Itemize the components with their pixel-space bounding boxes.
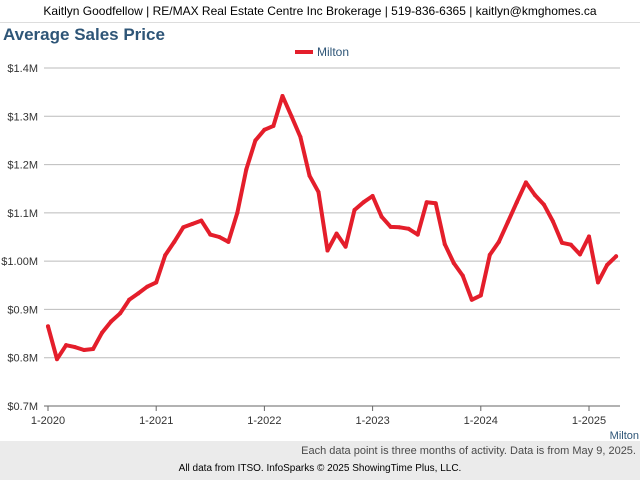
data-point <box>190 221 195 226</box>
data-point <box>541 202 546 207</box>
x-tick-label: 1-2025 <box>572 415 606 427</box>
legend-swatch-milton <box>295 50 313 54</box>
data-point <box>271 123 276 128</box>
data-point <box>54 357 59 362</box>
y-tick-label: $0.8M <box>7 353 38 365</box>
data-point <box>595 280 600 285</box>
data-point <box>424 200 429 205</box>
series-layer: Milton <box>46 94 639 442</box>
data-point <box>100 330 105 335</box>
data-point <box>226 239 231 244</box>
data-point <box>82 347 87 352</box>
data-point <box>352 207 357 212</box>
x-axis: 1-2020 1-2021 1-2022 1-2023 1-2024 1-2025 <box>31 405 620 427</box>
y-tick-label: $0.7M <box>7 401 38 413</box>
data-point <box>451 261 456 266</box>
data-point <box>253 138 258 143</box>
data-point <box>550 219 555 224</box>
footer-credit: All data from ITSO. InfoSparks © 2025 Sh… <box>178 463 462 474</box>
data-point <box>154 280 159 285</box>
data-point <box>469 297 474 302</box>
x-tick-label: 1-2022 <box>247 415 281 427</box>
data-point <box>460 273 465 278</box>
data-point <box>614 254 619 259</box>
data-point <box>244 167 249 172</box>
data-point <box>415 232 420 237</box>
data-point <box>46 324 50 329</box>
data-point <box>343 244 348 249</box>
y-tick-label: $1.4M <box>7 63 38 75</box>
data-point <box>478 293 483 298</box>
data-point <box>505 220 510 225</box>
x-tick-label: 1-2024 <box>464 415 498 427</box>
data-point <box>64 343 69 348</box>
data-point <box>172 239 177 244</box>
data-point <box>532 192 537 197</box>
data-point <box>568 242 573 247</box>
data-point <box>73 345 78 350</box>
data-point <box>523 180 528 185</box>
y-tick-label: $0.9M <box>7 304 38 316</box>
data-point <box>388 224 393 229</box>
data-point <box>370 193 375 198</box>
chart-title: Average Sales Price <box>3 25 165 44</box>
data-point <box>397 225 402 230</box>
chart-grid <box>44 67 620 407</box>
data-point <box>289 114 294 119</box>
y-tick-label: $1.2M <box>7 160 38 172</box>
data-point <box>496 239 501 244</box>
data-point <box>316 190 321 195</box>
data-point <box>605 263 610 268</box>
data-point <box>379 214 384 219</box>
y-tick-label: $1.1M <box>7 208 38 220</box>
data-point <box>559 240 564 245</box>
data-point <box>406 226 411 231</box>
data-point <box>433 201 438 206</box>
chart-legend[interactable]: Milton <box>295 45 349 59</box>
y-axis: $1.4M $1.3M $1.2M $1.1M $1.00M $0.9M $0.8M $0.7… <box>1 63 38 413</box>
series-end-label: Milton <box>610 430 639 442</box>
x-tick-label: 1-2023 <box>355 415 389 427</box>
data-point <box>280 94 285 99</box>
data-point <box>127 297 132 302</box>
data-point <box>208 232 213 237</box>
data-point <box>587 234 591 239</box>
data-point <box>487 252 492 257</box>
data-point <box>181 225 186 230</box>
data-point <box>163 253 168 258</box>
data-point <box>298 135 303 140</box>
agent-contact-bar: Kaitlyn Goodfellow | RE/MAX Real Estate … <box>0 0 640 23</box>
data-note: Each data point is three months of activ… <box>301 445 636 457</box>
data-point <box>217 235 222 239</box>
legend-label-milton: Milton <box>317 45 350 59</box>
data-point <box>136 291 141 296</box>
data-point <box>199 218 204 223</box>
footer-band <box>0 441 640 480</box>
y-tick-label: $1.00M <box>1 256 38 268</box>
data-point <box>325 248 330 253</box>
x-tick-label: 1-2021 <box>139 415 173 427</box>
data-point <box>109 319 114 324</box>
data-point <box>307 173 312 178</box>
data-point <box>334 231 339 236</box>
data-point <box>578 252 583 257</box>
data-point <box>235 210 240 215</box>
data-point <box>514 200 519 205</box>
data-point <box>91 347 96 352</box>
agent-contact-text: Kaitlyn Goodfellow | RE/MAX Real Estate … <box>43 4 597 18</box>
data-point <box>145 284 150 289</box>
data-point <box>118 311 123 316</box>
y-tick-label: $1.3M <box>7 111 38 123</box>
data-point <box>442 242 447 247</box>
series-line-milton <box>46 94 619 362</box>
data-point <box>361 200 366 205</box>
data-point <box>262 127 267 132</box>
x-tick-label: 1-2020 <box>31 415 65 427</box>
